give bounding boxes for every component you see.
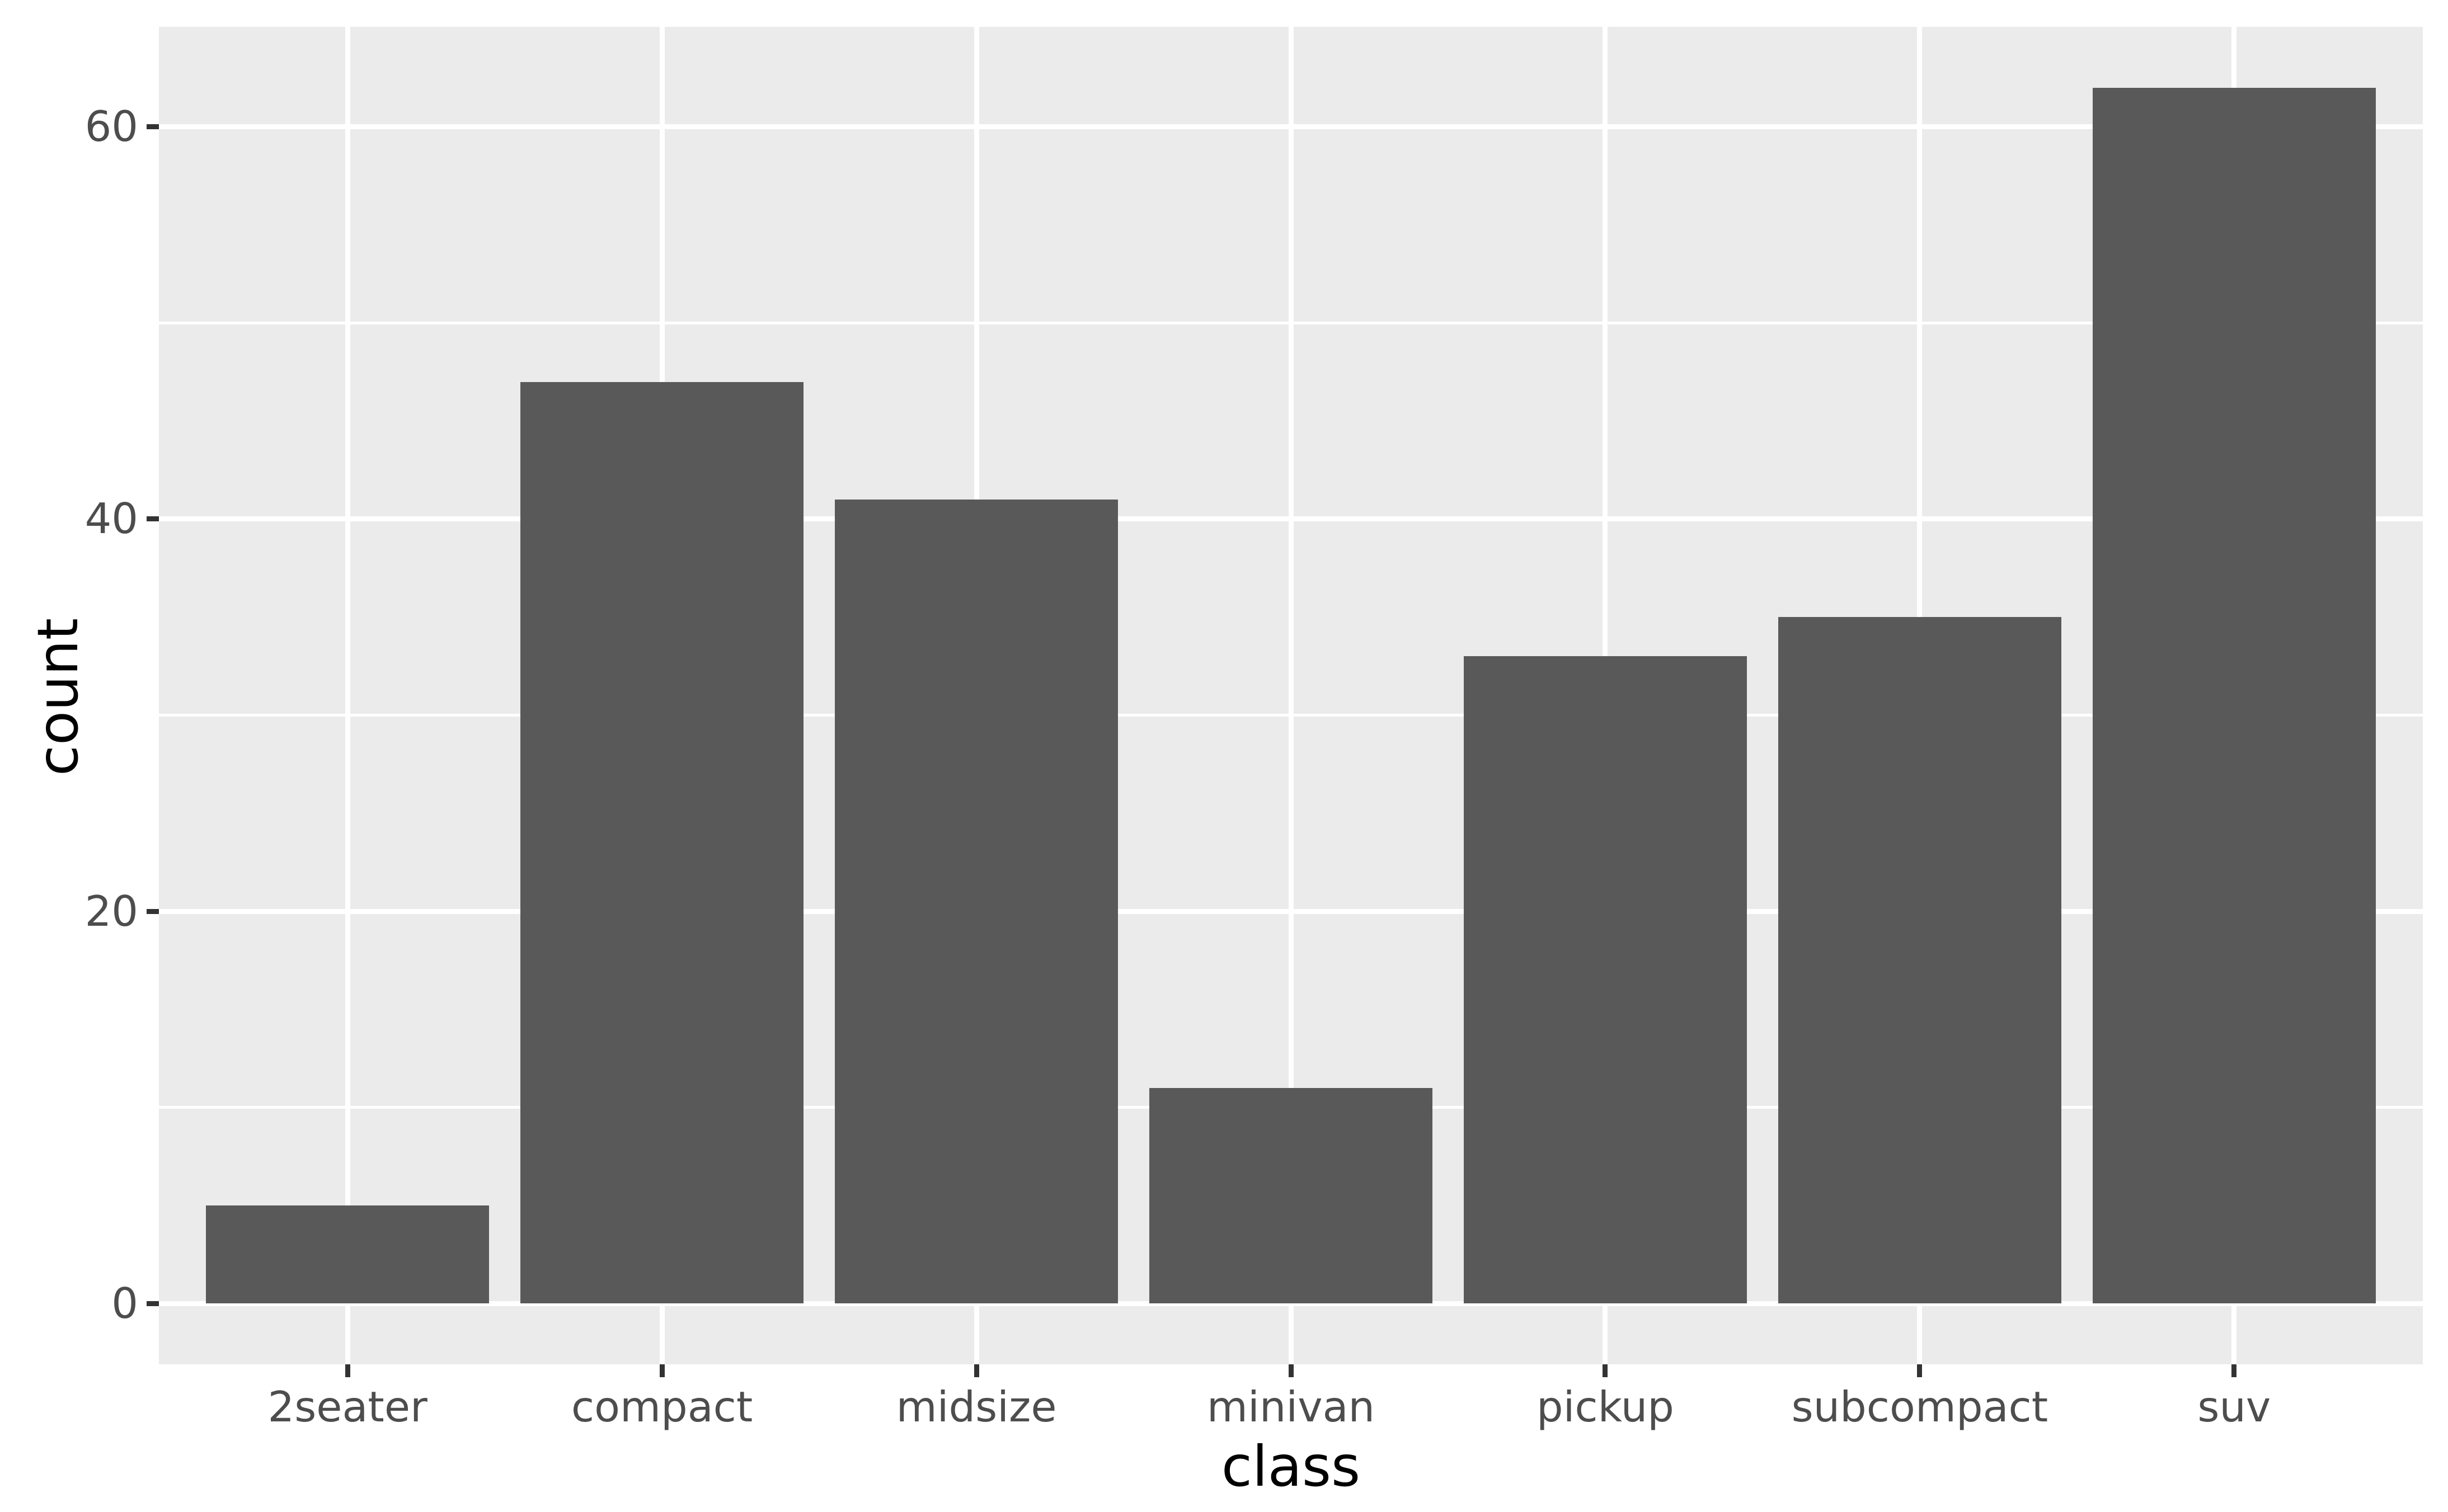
x-axis-tick-label: 2seater (267, 1382, 427, 1431)
x-axis-tick (1917, 1364, 1923, 1377)
x-axis-tick-label: midsize (896, 1382, 1057, 1431)
y-axis-title: count (25, 618, 91, 776)
y-axis-tick-label: 0 (111, 1278, 138, 1328)
bar-compact (520, 381, 804, 1304)
gridline-x-major (1288, 27, 1294, 1364)
x-axis-tick-label: compact (571, 1382, 753, 1431)
bar-midsize (835, 499, 1118, 1304)
bar-2seater (206, 1205, 490, 1304)
y-axis-tick-label: 40 (84, 494, 138, 544)
x-axis-tick-label: pickup (1536, 1382, 1674, 1431)
plot-panel (159, 27, 2423, 1364)
x-axis-tick (345, 1364, 350, 1377)
bar-minivan (1149, 1087, 1432, 1304)
y-axis-tick (147, 908, 159, 914)
gridline-x-major (345, 27, 350, 1364)
bar-suv (2092, 87, 2376, 1304)
x-axis-tick (974, 1364, 979, 1377)
y-axis-tick (147, 1301, 159, 1306)
x-axis-tick (1288, 1364, 1294, 1377)
x-axis-tick-label: minivan (1206, 1382, 1375, 1431)
y-axis-tick (147, 516, 159, 522)
bar-layer (159, 27, 2423, 1364)
x-axis-tick (2231, 1364, 2237, 1377)
x-axis-tick-label: suv (2197, 1382, 2271, 1431)
y-axis-tick (147, 124, 159, 130)
bar-pickup (1464, 656, 1747, 1304)
x-axis-title: class (1221, 1434, 1361, 1499)
bar-subcompact (1778, 617, 2061, 1304)
x-axis-tick (1603, 1364, 1608, 1377)
x-axis-tick-label: subcompact (1791, 1382, 2048, 1431)
y-axis-tick-label: 20 (84, 886, 138, 936)
x-axis-tick (659, 1364, 665, 1377)
y-axis-tick-label: 60 (84, 102, 138, 152)
